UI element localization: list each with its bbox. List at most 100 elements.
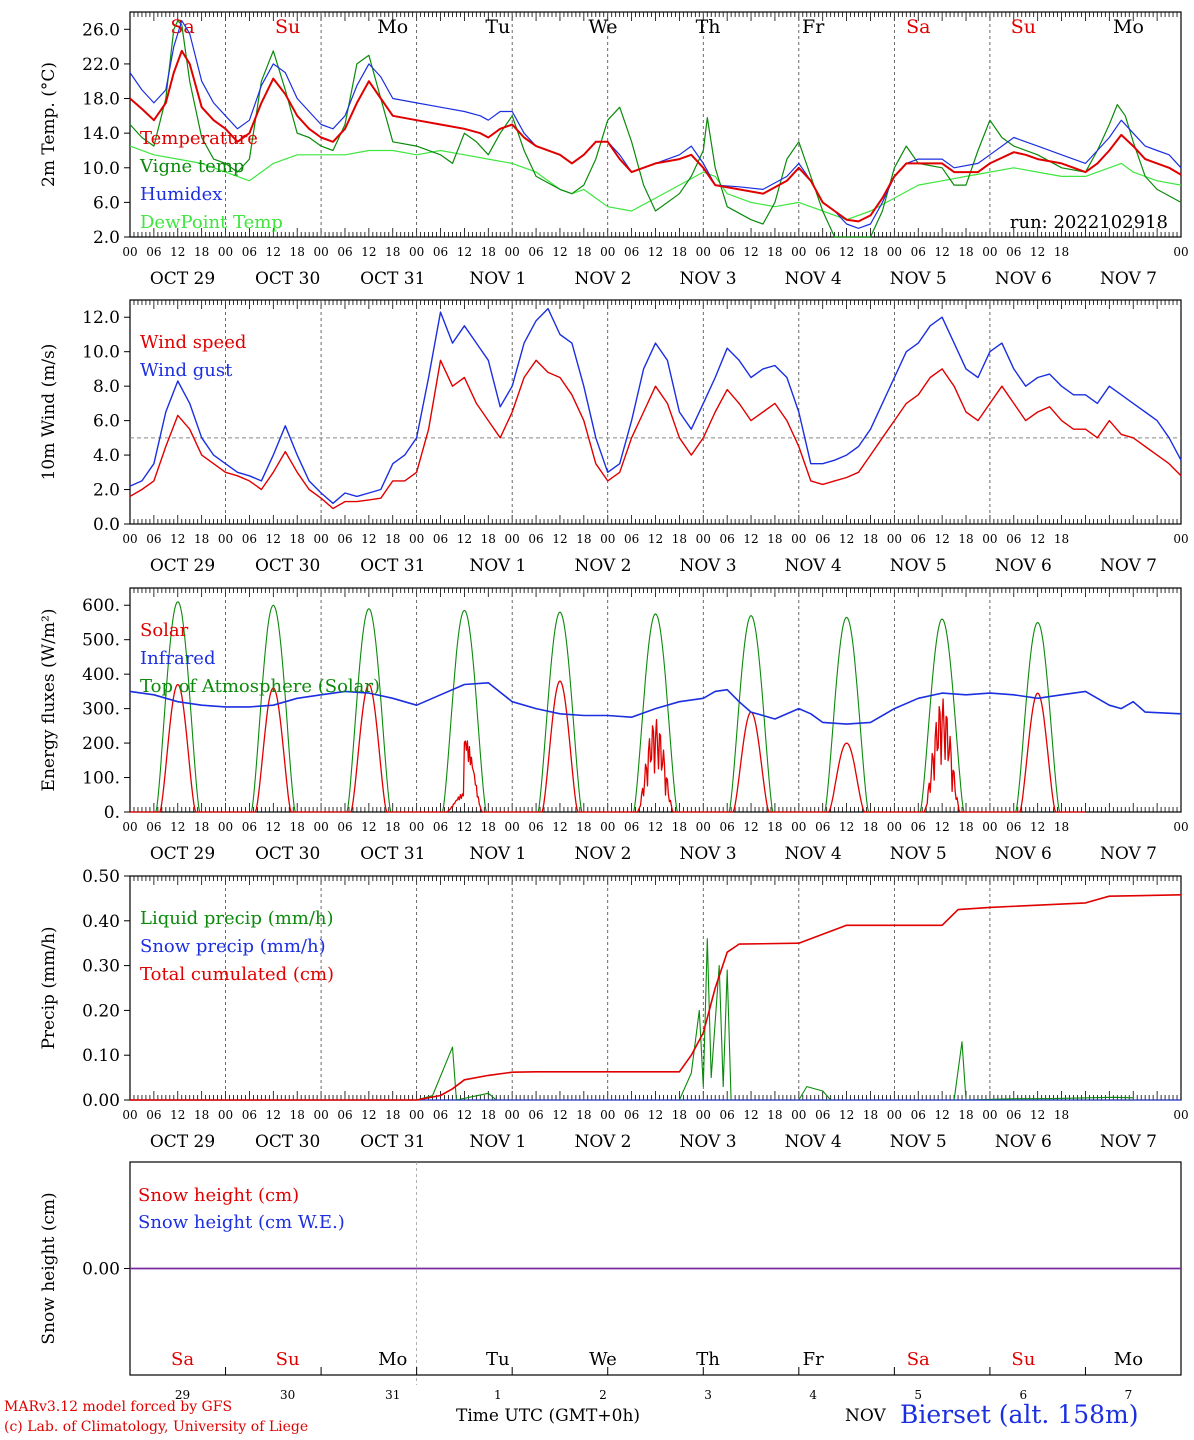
day-number-label: 3	[704, 1388, 712, 1402]
legend-entry: Total cumulated (cm)	[140, 964, 334, 985]
hour-tick-label: 12	[552, 820, 567, 834]
hour-tick-label: 00	[982, 532, 997, 546]
date-label: NOV 6	[995, 1132, 1052, 1152]
hour-tick-label: 00	[887, 245, 902, 259]
hour-tick-label: 18	[385, 1108, 400, 1122]
hour-tick-label: 06	[242, 245, 257, 259]
hour-tick-label: 00	[982, 1108, 997, 1122]
legend-entry: Wind speed	[140, 332, 246, 353]
hour-tick-label: 18	[767, 1108, 782, 1122]
date-label: NOV 7	[1100, 556, 1157, 576]
hour-tick-label: 06	[720, 820, 735, 834]
hour-tick-label: 00	[122, 1108, 137, 1122]
hour-tick-label: 18	[290, 532, 305, 546]
series-blue	[129, 307, 1182, 504]
date-label: NOV 4	[785, 1132, 842, 1152]
date-label: NOV 6	[995, 269, 1052, 289]
y-tick-label: 0.0	[93, 515, 120, 535]
hour-tick-label: 00	[313, 820, 328, 834]
date-label: NOV 3	[680, 556, 737, 576]
hour-tick-label: 18	[958, 245, 973, 259]
hour-tick-label: 00	[505, 245, 520, 259]
y-axis-title: Energy fluxes (W/m²)	[39, 609, 59, 792]
hour-tick-label: 00	[313, 532, 328, 546]
legend-entry: Temperature	[140, 128, 258, 149]
hour-tick-label: 18	[672, 820, 687, 834]
y-tick-label: 400.	[82, 665, 120, 685]
hour-tick-label: 18	[481, 1108, 496, 1122]
solar-curve	[225, 687, 322, 813]
hour-tick-label: 00	[122, 532, 137, 546]
date-label: NOV 7	[1100, 1132, 1157, 1152]
toa-curve	[225, 604, 322, 813]
hour-tick-label: 18	[576, 1108, 591, 1122]
hour-tick-label: 06	[815, 1108, 830, 1122]
y-axis-title: Snow height (cm)	[39, 1192, 59, 1344]
date-label: NOV 1	[469, 556, 526, 576]
hour-tick-label: 12	[266, 820, 281, 834]
weekday-label: Mo	[1114, 1349, 1143, 1370]
hour-tick-label: 18	[1054, 1108, 1069, 1122]
hour-tick-label: 12	[934, 1108, 949, 1122]
weekday-label: Tu	[486, 1349, 510, 1370]
hour-tick-label: 06	[624, 820, 639, 834]
hour-tick-label: 12	[457, 1108, 472, 1122]
weekday-label: Su	[276, 1349, 300, 1370]
hour-tick-label: 00	[505, 820, 520, 834]
solar-curve	[607, 718, 704, 813]
y-axis-title: 2m Temp. (°C)	[39, 62, 59, 187]
date-label: OCT 30	[255, 1132, 320, 1152]
date-label: NOV 5	[890, 556, 947, 576]
date-label: NOV 5	[890, 844, 947, 864]
hour-tick-label: 06	[720, 532, 735, 546]
y-tick-label: 10.0	[82, 159, 120, 179]
hour-tick-label: 06	[528, 245, 543, 259]
date-label: NOV 1	[469, 269, 526, 289]
hour-tick-label: 18	[958, 532, 973, 546]
date-label: NOV 7	[1100, 844, 1157, 864]
date-label: OCT 29	[150, 556, 215, 576]
hour-tick-label: 18	[576, 532, 591, 546]
hour-tick-label: 06	[911, 245, 926, 259]
hour-tick-label: 06	[433, 245, 448, 259]
day-number-label: 31	[385, 1388, 400, 1402]
hour-tick-label: 18	[385, 245, 400, 259]
hour-tick-label: 00	[505, 1108, 520, 1122]
series-red	[129, 49, 1182, 223]
hour-tick-label: 12	[170, 820, 185, 834]
legend-entry: Snow height (cm W.E.)	[138, 1212, 345, 1233]
series-green	[416, 938, 1134, 1101]
hour-tick-label: 12	[266, 532, 281, 546]
day-number-label: 29	[175, 1388, 190, 1402]
weekday-label: Sa	[907, 1349, 930, 1370]
hour-tick-label: 06	[337, 820, 352, 834]
hour-tick-label: 06	[528, 820, 543, 834]
day-number-label: 30	[280, 1388, 295, 1402]
hour-tick-label: 06	[433, 1108, 448, 1122]
hour-tick-label: 18	[863, 532, 878, 546]
y-tick-label: 500.	[82, 631, 120, 651]
y-tick-label: 18.0	[82, 90, 120, 110]
hour-tick-label: 12	[743, 245, 758, 259]
solar-curve	[130, 683, 226, 813]
legend-entry: Infrared	[140, 648, 215, 669]
hour-tick-label: 18	[672, 245, 687, 259]
hour-tick-label: 06	[337, 1108, 352, 1122]
y-tick-label: 8.0	[93, 377, 120, 397]
toa-curve	[416, 609, 513, 813]
hour-tick-label: 18	[290, 820, 305, 834]
hour-tick-label: 00	[600, 1108, 615, 1122]
hour-tick-label: 18	[863, 1108, 878, 1122]
hour-tick-label: 06	[911, 1108, 926, 1122]
hour-tick-label: 00	[696, 532, 711, 546]
hour-tick-label: 18	[385, 820, 400, 834]
hour-tick-label: 00	[791, 820, 806, 834]
hour-tick-label: 00	[982, 820, 997, 834]
infrared-curve	[129, 682, 1182, 725]
hour-tick-label: 06	[720, 1108, 735, 1122]
hour-tick-label: 06	[624, 532, 639, 546]
day-number-label: 2	[599, 1388, 607, 1402]
hour-tick-label: 06	[242, 532, 257, 546]
date-label: NOV 2	[574, 844, 631, 864]
